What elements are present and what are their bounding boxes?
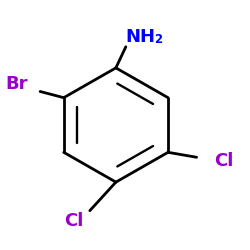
Text: 2: 2	[154, 33, 162, 46]
Text: NH: NH	[126, 28, 156, 46]
Text: Cl: Cl	[64, 212, 83, 230]
Text: Cl: Cl	[214, 152, 233, 170]
Text: Br: Br	[5, 75, 28, 93]
